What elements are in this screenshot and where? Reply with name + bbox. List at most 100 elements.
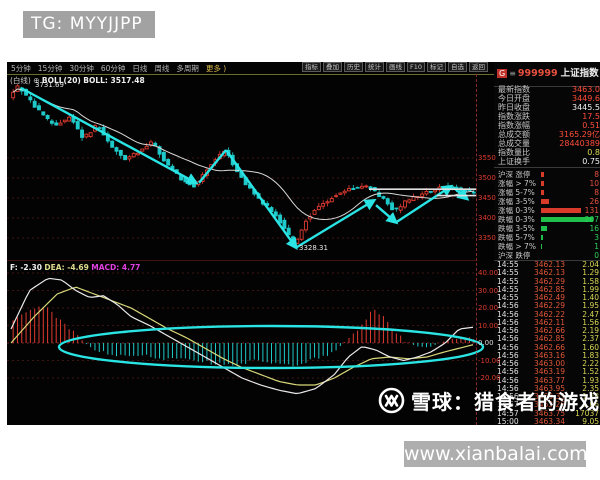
- toolbar-button[interactable]: 画线: [385, 62, 405, 72]
- stat-row: 上证换手 0.75: [498, 157, 600, 166]
- tick-row: 14:56 3462.85 2.37: [497, 334, 599, 344]
- site-watermark: www.xianbalai.com: [404, 441, 588, 467]
- macd-axis-label: 0.00: [478, 339, 494, 347]
- candlestick-chart[interactable]: [7, 74, 477, 260]
- tick-row: 14:55 3462.29 1.58: [497, 276, 599, 286]
- dif-value: F: -2.30: [10, 263, 42, 272]
- distribution-row: 涨幅 3-5% 26: [498, 197, 599, 206]
- stat-row: 指数涨幅 0.51: [498, 121, 600, 130]
- stat-row: 今日开盘 3449.6: [498, 94, 600, 103]
- stat-row: 最新指数 3463.0: [498, 85, 600, 94]
- period-tab[interactable]: 多周期: [176, 64, 199, 73]
- indicator-prefix: (白线) ⊕: [10, 76, 42, 85]
- g-badge: G: [497, 69, 508, 78]
- macd-axis-label: 40.00: [478, 269, 499, 277]
- period-tab[interactable]: 更多 ): [205, 64, 227, 73]
- tick-row: 14:55 3462.85 1.99: [497, 284, 599, 294]
- toolbar-buttons: 指标 叠加 历史 统计 画线 F10 标记 自选 返回: [300, 62, 488, 72]
- tick-row: 14:56 3462.11 1.56: [497, 317, 599, 327]
- macd-indicator-label: F: -2.30 DEA: -4.69 MACD: 4.77: [10, 263, 140, 272]
- tick-row: 14:56 3463.00 2.22: [497, 359, 599, 368]
- period-tab[interactable]: 5分钟: [11, 64, 31, 73]
- period-tab[interactable]: 30分钟: [69, 64, 94, 73]
- xueqiu-watermark-text: 雪球：猎食者的游戏: [411, 390, 600, 414]
- toolbar-button[interactable]: 自选: [448, 62, 467, 72]
- distribution-row: 跌幅 > 7% 1: [498, 242, 599, 251]
- stat-row: 指数涨跌 17.5: [498, 112, 600, 121]
- stat-row: 总成交额 3165.29亿: [498, 130, 600, 139]
- distribution-row: 涨幅 0-3% 131: [498, 206, 599, 215]
- distribution-row: 沪深 跌停 0: [498, 251, 599, 260]
- index-header[interactable]: G ≡ 999999 上证指数: [494, 62, 600, 87]
- toolbar-button[interactable]: 返回: [469, 62, 488, 72]
- macd-axis-label: -20.00: [478, 374, 501, 382]
- distribution-row: 跌幅 0-3% 207: [498, 215, 599, 224]
- stat-row: 昨日收盘 3445.5: [498, 103, 600, 112]
- tick-row: 14:56 3463.77 1.93: [497, 375, 599, 385]
- tick-row: 14:57 3463.75 17037: [497, 408, 599, 418]
- xueqiu-watermark: 雪球：猎食者的游戏: [378, 386, 600, 415]
- toolbar: 5分钟 15分钟 30分钟 60分钟 日线 周线 多周期 更多 ) 指标 叠加 历史 统计 画线 F10…: [7, 62, 600, 75]
- distribution-row: 沪深 涨停 8: [498, 170, 599, 179]
- tick-row: 14:56 3462.66 1.60: [497, 342, 599, 352]
- tick-row: 14:56 3463.95 2.35: [497, 383, 599, 393]
- indicator-name: BOLL(20): [41, 76, 81, 85]
- period-tab[interactable]: 周线: [154, 64, 170, 73]
- index-stats: 最新指数 3463.0 今日开盘 3449.6 昨日收盘 3445.5 指数涨跌 17.5 指数…: [494, 85, 600, 166]
- tick-row: 14:56 3462.22 2.47: [497, 309, 599, 319]
- period-tab[interactable]: 60分钟: [100, 64, 126, 73]
- index-code: 999999: [517, 68, 558, 79]
- index-name: 上证指数: [560, 68, 599, 79]
- sidebar: G ≡ 999999 上证指数 最新指数 3463.0 今日开盘 3449.6 昨日收盘 344…: [494, 62, 600, 425]
- toolbar-button[interactable]: 统计: [364, 62, 384, 72]
- tick-row: 14:56 3463.19 1.52: [497, 367, 599, 377]
- price-axis-label: 3400: [478, 214, 496, 222]
- macd-value: MACD: 4.77: [91, 263, 141, 272]
- tick-row: 14:55 3462.13 1.29: [497, 268, 599, 278]
- stat-row: 总成交量 28440389: [498, 139, 600, 148]
- macd-axis-label: 30.00: [478, 286, 499, 295]
- tick-row: 14:56 3462.66 2.19: [497, 326, 599, 335]
- peak-price-label: 3731.69: [35, 81, 64, 89]
- chart-right-border: [476, 74, 477, 425]
- macd-chart[interactable]: [7, 265, 485, 425]
- price-axis-label: 3450: [478, 194, 496, 202]
- macd-axis-label: -10.00: [478, 356, 501, 365]
- tick-row: 14:55 3462.49 1.40: [497, 293, 599, 302]
- boll-indicator-label: (白线) ⊕ BOLL(20) BOLL: 3517.48: [10, 75, 145, 86]
- macd-axis-label: 20.00: [478, 304, 499, 312]
- distribution-row: 跌幅 3-5% 16: [498, 224, 599, 233]
- toolbar-button[interactable]: F10: [406, 62, 425, 72]
- tg-watermark: TG: MYYJJPP: [23, 11, 155, 38]
- toolbar-button[interactable]: 指标: [301, 62, 321, 72]
- toolbar-button[interactable]: 标记: [427, 62, 446, 72]
- tick-list[interactable]: 14:55 3462.13 2.04 14:55 3462.13 1.29 14:55 346…: [494, 260, 600, 425]
- menu-icon[interactable]: ≡: [509, 69, 516, 78]
- tick-row: 14:57 3463.26 1.06: [497, 400, 599, 410]
- distribution-row: 涨幅 5-7% 8: [498, 188, 599, 197]
- dea-value: DEA: -4.69: [44, 263, 89, 272]
- period-tab[interactable]: 15分钟: [37, 64, 63, 73]
- stat-row: 指数量比 0.8: [498, 148, 600, 157]
- toolbar-button[interactable]: 历史: [343, 62, 363, 72]
- macd-axis-label: 10.00: [478, 321, 499, 330]
- period-tabs: 5分钟 15分钟 30分钟 60分钟 日线 周线 多周期 更多 ): [11, 63, 233, 74]
- price-axis-label: 3350: [478, 234, 496, 242]
- price-axis-label: 3550: [478, 154, 496, 162]
- tick-row: 14:56 3463.16 1.83: [497, 350, 599, 360]
- price-axis-label: 3500: [478, 174, 496, 182]
- trading-app-window: 5分钟 15分钟 30分钟 60分钟 日线 周线 多周期 更多 ) 指标 叠加 历史 统计 画线 F10…: [7, 62, 600, 425]
- toolbar-button[interactable]: 叠加: [322, 62, 342, 72]
- tick-row: 14:55 3462.13 2.04: [497, 260, 599, 269]
- main-chart[interactable]: (白线) ⊕ BOLL(20) BOLL: 3517.48 3731.69 33…: [7, 74, 496, 260]
- advance-decline-panel: 沪深 涨停 8 涨幅 > 7% 10 涨幅 5-7% 8 涨幅 3-5% 26 涨幅 0-3% 1…: [494, 167, 600, 260]
- distribution-row: 涨幅 > 7% 10: [498, 179, 599, 188]
- period-tab[interactable]: 日线: [132, 64, 148, 73]
- tick-row: 14:56 3462.29 1.95: [497, 301, 599, 311]
- trough-price-label: 3328.31: [299, 244, 328, 252]
- tick-row: 15:00 3463.34 9.05: [497, 416, 599, 425]
- indicator-value: BOLL: 3517.48: [83, 76, 145, 85]
- distribution-row: 跌幅 5-7% 3: [498, 233, 599, 242]
- macd-panel[interactable]: F: -2.30 DEA: -4.69 MACD: 4.77 40.00 30.0…: [7, 260, 501, 425]
